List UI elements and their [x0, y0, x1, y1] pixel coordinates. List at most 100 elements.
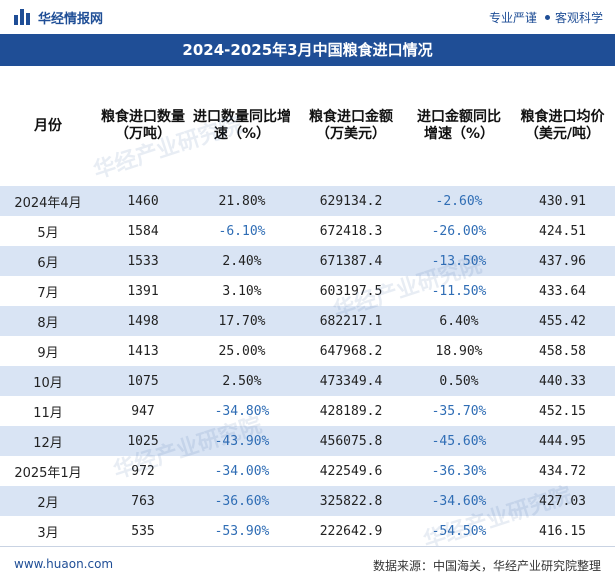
grain-import-table: 月份 粮食进口数量（万吨） 进口数量同比增速（%） 粮食进口金额（万美元） 进口… [0, 66, 615, 546]
value-cell: -53.90% [190, 516, 294, 546]
column-header: 进口数量同比增速（%） [193, 109, 291, 142]
column-header: 月份 [34, 117, 62, 134]
value-cell: -11.50% [408, 276, 510, 306]
value-cell: -54.50% [408, 516, 510, 546]
site-url: www.huaon.com [14, 557, 114, 571]
month-cell: 12月 [0, 426, 96, 456]
value-cell: 603197.5 [294, 276, 408, 306]
month-cell: 10月 [0, 366, 96, 396]
value-cell: -36.60% [190, 486, 294, 516]
value-cell: 647968.2 [294, 336, 408, 366]
value-cell: 0.50% [408, 366, 510, 396]
page-title: 2024-2025年3月中国粮食进口情况 [0, 34, 615, 66]
value-cell: -36.30% [408, 456, 510, 486]
value-cell: 672418.3 [294, 216, 408, 246]
data-source: 数据来源：中国海关，华经产业研究院整理 [372, 559, 601, 573]
table-header-row: 月份 粮食进口数量（万吨） 进口数量同比增速（%） 粮食进口金额（万美元） 进口… [0, 66, 615, 186]
value-cell: 629134.2 [294, 186, 408, 216]
value-cell: 434.72 [510, 456, 615, 486]
value-cell: 2.40% [190, 246, 294, 276]
top-bar: 华经情报网 专业严谨 客观科学 [0, 0, 615, 34]
value-cell: 458.58 [510, 336, 615, 366]
value-cell: 535 [96, 516, 190, 546]
value-cell: 972 [96, 456, 190, 486]
month-cell: 3月 [0, 516, 96, 546]
table-row: 9月 1413 25.00% 647968.2 18.90% 458.58 [0, 336, 615, 366]
value-cell: -43.90% [190, 426, 294, 456]
month-cell: 2月 [0, 486, 96, 516]
table-row: 2024年4月 1460 21.80% 629134.2 -2.60% 430.91 [0, 186, 615, 216]
table-row: 10月 1075 2.50% 473349.4 0.50% 440.33 [0, 366, 615, 396]
value-cell: 763 [96, 486, 190, 516]
value-cell: 1533 [96, 246, 190, 276]
value-cell: -34.60% [408, 486, 510, 516]
value-cell: 424.51 [510, 216, 615, 246]
table-row: 5月 1584 -6.10% 672418.3 -26.00% 424.51 [0, 216, 615, 246]
value-cell: -2.60% [408, 186, 510, 216]
value-cell: -34.80% [190, 396, 294, 426]
dot-icon [544, 15, 550, 20]
logo-icon [14, 9, 32, 25]
value-cell: 2.50% [190, 366, 294, 396]
value-cell: 21.80% [190, 186, 294, 216]
value-cell: -35.70% [408, 396, 510, 426]
value-cell: 1413 [96, 336, 190, 366]
table-row: 3月 535 -53.90% 222642.9 -54.50% 416.15 [0, 516, 615, 546]
value-cell: 6.40% [408, 306, 510, 336]
month-cell: 9月 [0, 336, 96, 366]
slogan: 专业严谨 客观科学 [489, 9, 603, 26]
value-cell: 671387.4 [294, 246, 408, 276]
footer: www.huaon.com 数据来源：中国海关，华经产业研究院整理 [0, 546, 615, 581]
value-cell: 444.95 [510, 426, 615, 456]
value-cell: 428189.2 [294, 396, 408, 426]
table-row: 11月 947 -34.80% 428189.2 -35.70% 452.15 [0, 396, 615, 426]
table-row: 12月 1025 -43.90% 456075.8 -45.60% 444.95 [0, 426, 615, 456]
month-cell: 7月 [0, 276, 96, 306]
value-cell: 440.33 [510, 366, 615, 396]
value-cell: 1075 [96, 366, 190, 396]
value-cell: 1498 [96, 306, 190, 336]
table-row: 6月 1533 2.40% 671387.4 -13.50% 437.96 [0, 246, 615, 276]
column-header: 粮食进口均价（美元/吨） [520, 109, 605, 142]
value-cell: 1584 [96, 216, 190, 246]
month-cell: 6月 [0, 246, 96, 276]
table-row: 2月 763 -36.60% 325822.8 -34.60% 427.03 [0, 486, 615, 516]
value-cell: 25.00% [190, 336, 294, 366]
value-cell: 18.90% [408, 336, 510, 366]
value-cell: 422549.6 [294, 456, 408, 486]
slogan-left: 专业严谨 [488, 11, 537, 25]
value-cell: 437.96 [510, 246, 615, 276]
month-cell: 8月 [0, 306, 96, 336]
value-cell: 456075.8 [294, 426, 408, 456]
value-cell: 17.70% [190, 306, 294, 336]
value-cell: 1025 [96, 426, 190, 456]
month-cell: 2025年1月 [0, 456, 96, 486]
value-cell: 427.03 [510, 486, 615, 516]
table-row: 7月 1391 3.10% 603197.5 -11.50% 433.64 [0, 276, 615, 306]
value-cell: -45.60% [408, 426, 510, 456]
column-header: 粮食进口金额（万美元） [309, 109, 393, 142]
month-cell: 2024年4月 [0, 186, 96, 216]
value-cell: 1391 [96, 276, 190, 306]
value-cell: -13.50% [408, 246, 510, 276]
value-cell: -26.00% [408, 216, 510, 246]
value-cell: 452.15 [510, 396, 615, 426]
value-cell: 433.64 [510, 276, 615, 306]
value-cell: 3.10% [190, 276, 294, 306]
value-cell: 430.91 [510, 186, 615, 216]
value-cell: 455.42 [510, 306, 615, 336]
value-cell: 473349.4 [294, 366, 408, 396]
value-cell: 325822.8 [294, 486, 408, 516]
value-cell: -6.10% [190, 216, 294, 246]
value-cell: 222642.9 [294, 516, 408, 546]
table-row: 8月 1498 17.70% 682217.1 6.40% 455.42 [0, 306, 615, 336]
month-cell: 11月 [0, 396, 96, 426]
slogan-right: 客观科学 [554, 11, 603, 25]
column-header: 粮食进口数量（万吨） [101, 109, 185, 142]
value-cell: 1460 [96, 186, 190, 216]
value-cell: 416.15 [510, 516, 615, 546]
table-row: 2025年1月 972 -34.00% 422549.6 -36.30% 434.72 [0, 456, 615, 486]
brand-name: 华经情报网 [38, 12, 104, 27]
value-cell: -34.00% [190, 456, 294, 486]
month-cell: 5月 [0, 216, 96, 246]
